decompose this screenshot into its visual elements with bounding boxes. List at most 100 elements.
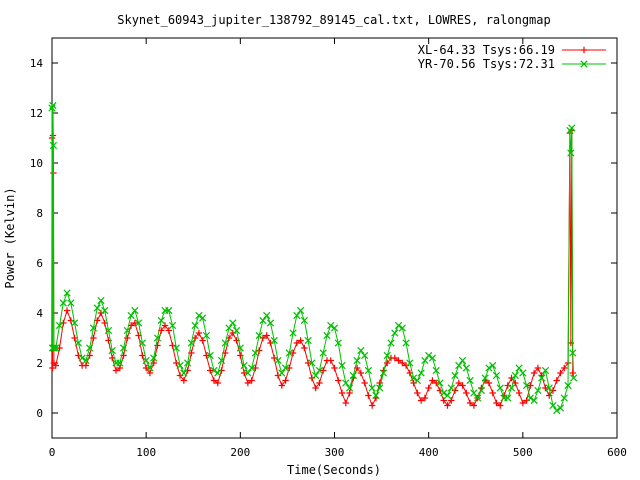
data-point	[67, 299, 75, 307]
data-point	[259, 316, 267, 325]
data-point	[70, 319, 79, 327]
data-point	[229, 329, 236, 337]
data-point	[207, 367, 214, 374]
data-point	[511, 371, 519, 380]
data-point	[425, 351, 433, 360]
data-point	[515, 389, 523, 397]
data-point	[458, 356, 467, 365]
data-point	[395, 357, 402, 364]
data-point	[173, 359, 180, 367]
data-point	[281, 364, 290, 372]
data-point	[214, 369, 222, 377]
data-point	[463, 389, 470, 397]
x-tick-label: 0	[49, 446, 56, 459]
data-point	[569, 369, 576, 377]
data-point	[357, 369, 365, 377]
data-point	[466, 376, 474, 385]
data-point	[176, 372, 184, 379]
data-point	[157, 316, 165, 325]
data-point	[316, 379, 323, 387]
data-point	[323, 331, 331, 340]
data-point	[515, 364, 523, 372]
data-point	[49, 101, 57, 110]
data-point	[568, 124, 576, 132]
data-point	[142, 356, 150, 365]
data-point	[399, 359, 406, 367]
data-point	[492, 371, 501, 380]
data-point	[440, 389, 448, 397]
data-point	[379, 369, 388, 377]
data-point	[485, 379, 493, 387]
data-point	[470, 402, 478, 409]
data-point	[553, 406, 561, 415]
data-point	[252, 364, 259, 372]
data-point	[210, 377, 218, 384]
data-point	[545, 384, 553, 392]
data-point	[519, 399, 527, 407]
data-point	[195, 311, 203, 320]
data-point	[142, 364, 150, 372]
data-point	[187, 339, 195, 347]
data-point	[97, 296, 105, 305]
data-point	[353, 356, 361, 365]
data-point	[297, 337, 304, 344]
data-point	[240, 369, 248, 377]
data-point	[48, 344, 57, 352]
data-point	[428, 354, 437, 362]
data-point	[244, 379, 252, 387]
data-point	[131, 306, 139, 315]
data-point	[462, 364, 470, 372]
data-point	[368, 384, 376, 392]
data-point	[240, 361, 248, 370]
data-point	[274, 372, 282, 379]
data-point	[116, 364, 123, 372]
data-point	[312, 384, 319, 392]
data-point	[165, 306, 173, 315]
data-point	[365, 392, 372, 399]
data-point	[346, 389, 353, 397]
data-point	[319, 349, 327, 357]
data-point	[74, 339, 82, 347]
data-point	[244, 369, 252, 377]
data-point	[78, 354, 86, 362]
data-point	[338, 361, 346, 370]
data-point	[504, 382, 511, 389]
data-point	[391, 329, 399, 337]
data-point	[556, 404, 565, 412]
axes: 0 100 200 300 400 500 600 0 2 4 6 8 10 12 14	[30, 37, 627, 459]
data-point	[108, 346, 116, 355]
data-point	[285, 349, 293, 357]
data-point	[349, 371, 357, 380]
data-point	[165, 327, 172, 334]
data-point	[221, 339, 229, 347]
data-point	[338, 389, 346, 397]
data-point	[154, 342, 161, 349]
legend-label: XL-64.33 Tsys:66.19	[418, 43, 555, 57]
y-tick-label: 12	[30, 107, 43, 120]
data-point	[489, 389, 496, 397]
series-0	[48, 127, 576, 409]
data-point	[191, 321, 199, 330]
data-point	[477, 386, 486, 395]
data-point	[414, 389, 421, 397]
y-tick-label: 2	[36, 357, 43, 370]
data-point	[417, 369, 425, 377]
data-point	[459, 382, 466, 389]
data-point	[289, 329, 297, 337]
data-point	[538, 374, 546, 382]
data-point	[67, 317, 75, 324]
data-point	[255, 331, 263, 340]
data-point	[312, 371, 320, 380]
data-point	[146, 369, 154, 377]
data-point	[271, 354, 278, 362]
data-point	[293, 339, 301, 347]
data-point	[60, 319, 67, 327]
data-point	[391, 354, 398, 362]
data-point	[507, 384, 516, 392]
data-point	[150, 354, 158, 362]
data-point	[263, 332, 270, 339]
data-point	[138, 339, 147, 347]
data-point	[123, 326, 131, 335]
data-point	[266, 319, 275, 327]
data-point	[549, 401, 557, 410]
